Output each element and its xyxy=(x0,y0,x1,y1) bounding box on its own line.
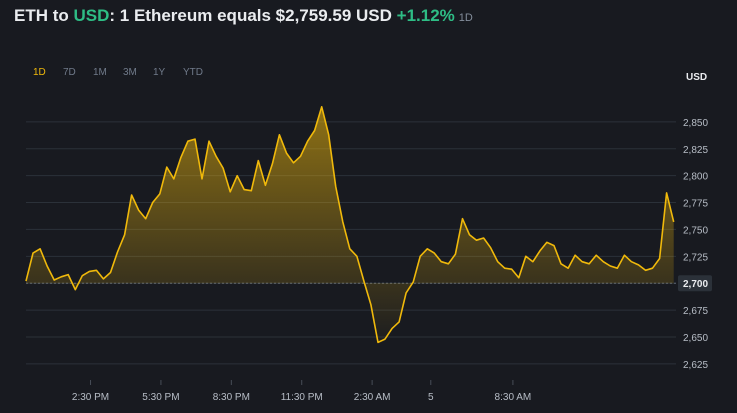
y-axis-unit: USD xyxy=(686,72,708,83)
time-range-tabs: 1D 7D 1M 3M 1Y YTD xyxy=(33,67,213,78)
y-tick-label: 2,750 xyxy=(683,225,708,236)
range-tab-ytd[interactable]: YTD xyxy=(183,67,203,78)
x-axis: 2:30 PM 5:30 PM 8:30 PM 11:30 PM 2:30 AM 5 8:3… xyxy=(72,380,531,403)
price-line xyxy=(25,106,675,344)
y-tick-label: 2,825 xyxy=(683,145,708,156)
baseline: 2,700 xyxy=(26,275,712,292)
change-percent: +1.12% xyxy=(396,6,455,25)
y-tick-label: 2,675 xyxy=(683,306,708,317)
baseline-tag xyxy=(678,275,712,292)
range-tab-1y[interactable]: 1Y xyxy=(153,67,166,78)
x-tick-label: 8:30 PM xyxy=(213,392,250,403)
price-area xyxy=(26,106,674,343)
x-tick-label: 2:30 PM xyxy=(72,392,109,403)
y-axis: 2,850 2,825 2,800 2,775 2,750 2,725 2,675 2,650… xyxy=(683,118,708,371)
title-to: to xyxy=(48,6,74,25)
quote-currency-link[interactable]: USD xyxy=(73,6,110,25)
base-currency: ETH xyxy=(14,6,48,25)
range-tab-1d[interactable]: 1D xyxy=(33,67,46,78)
title-rate: : 1 Ethereum equals $2,759.59 USD xyxy=(109,6,397,25)
x-tick-label: 11:30 PM xyxy=(281,392,323,403)
x-tick-label: 8:30 AM xyxy=(495,392,532,403)
y-tick-label: 2,850 xyxy=(683,118,708,129)
y-tick-label: 2,775 xyxy=(683,199,708,210)
y-tick-label: 2,625 xyxy=(683,360,708,371)
x-tick-label: 5:30 PM xyxy=(142,392,179,403)
range-tab-1m[interactable]: 1M xyxy=(93,67,107,78)
range-tab-3m[interactable]: 3M xyxy=(123,67,137,78)
x-tick-label: 2:30 AM xyxy=(354,392,391,403)
y-tick-label: 2,800 xyxy=(683,172,708,183)
baseline-label: 2,700 xyxy=(683,279,708,290)
price-area-fill xyxy=(26,106,674,343)
y-tick-label: 2,725 xyxy=(683,252,708,263)
price-line-path xyxy=(25,106,675,344)
change-period: 1D xyxy=(458,12,473,24)
x-tick-label: 5 xyxy=(428,392,434,403)
page-title: ETH to USD: 1 Ethereum equals $2,759.59 … xyxy=(14,6,473,26)
y-tick-label: 2,650 xyxy=(683,333,708,344)
range-tab-7d[interactable]: 7D xyxy=(63,67,76,78)
